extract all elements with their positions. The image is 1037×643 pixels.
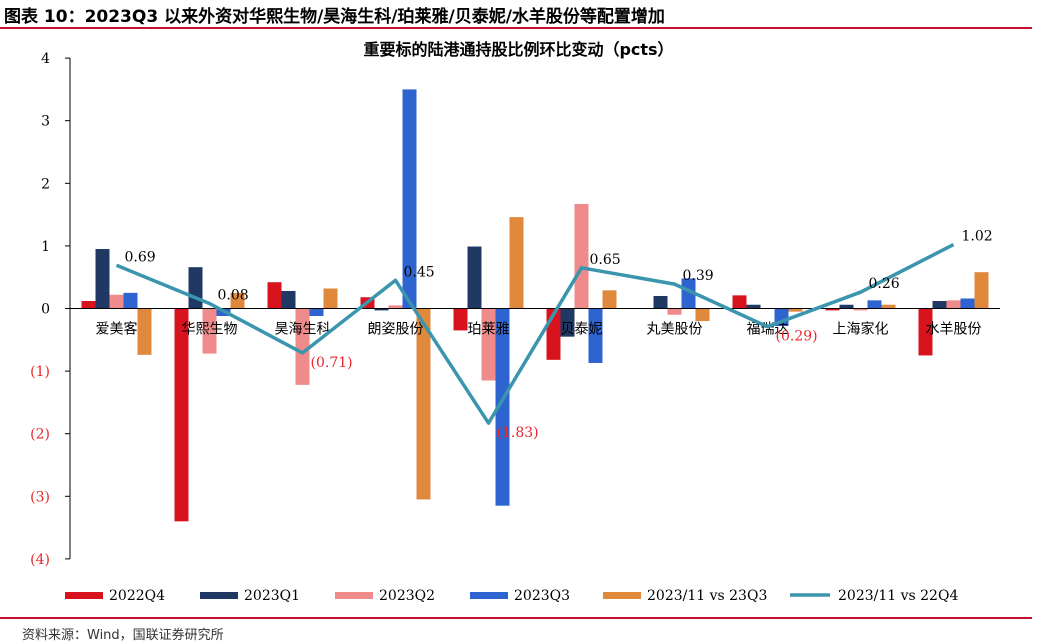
bar-2022Q4 [82, 301, 96, 309]
data-label: 0.65 [590, 252, 621, 268]
category-label: 上海家化 [833, 321, 889, 338]
y-tick-label: 1 [41, 239, 50, 255]
legend-label: 2023Q2 [379, 588, 435, 604]
bar-2023Q2 [110, 295, 124, 309]
bar-2023Q1 [654, 296, 668, 309]
category-label: 贝泰妮 [561, 322, 603, 338]
data-label: 0.69 [125, 249, 156, 265]
bottom-rule [0, 617, 1032, 619]
bar-2022Q4 [268, 282, 282, 308]
bar-2023Q1 [189, 267, 203, 308]
data-label: 0.45 [404, 264, 435, 280]
line-2023/11 vs 22Q4 [117, 245, 954, 424]
legend-label: 2023/11 vs 23Q3 [647, 588, 767, 604]
data-label: 0.26 [869, 276, 900, 292]
data-label: 1.02 [962, 229, 993, 245]
y-tick-label: (2) [30, 427, 50, 443]
y-tick-label: 3 [41, 114, 50, 130]
bar-2023/11 vs 23Q3 [696, 309, 710, 322]
y-tick-label: (4) [30, 552, 50, 568]
legend-swatch [65, 592, 103, 599]
bar-2022Q4 [733, 295, 747, 308]
bar-2023/11 vs 23Q3 [882, 305, 896, 309]
bar-2023/11 vs 23Q3 [603, 290, 617, 308]
legend-swatch [470, 592, 508, 599]
bar-2023Q1 [747, 305, 761, 309]
y-tick-label: (3) [30, 489, 50, 505]
legend-swatch [200, 592, 238, 599]
bar-2023/11 vs 23Q3 [138, 309, 152, 355]
y-tick-label: 4 [41, 51, 50, 67]
bar-2023Q3 [124, 293, 138, 309]
category-label: 朗姿股份 [368, 322, 424, 338]
legend-label: 2023/11 vs 22Q4 [838, 588, 958, 604]
bar-2023/11 vs 23Q3 [975, 272, 989, 308]
bar-2023Q3 [868, 300, 882, 308]
category-label: 昊海生科 [275, 322, 331, 338]
data-label: (0.71) [311, 355, 353, 371]
bar-line-chart: (4) (3) (2) (1) 0 1 2 3 4 爱美客 华熙生物 昊海生科 朗姿股份 珀莱雅 贝泰妮 丸美… [0, 0, 1037, 615]
bar-2023Q2 [668, 309, 682, 315]
bar-2022Q4 [175, 309, 189, 522]
legend-label: 2023Q3 [514, 588, 570, 604]
category-label: 爱美客 [96, 321, 138, 338]
bar-2023Q1 [468, 247, 482, 309]
legend-swatch [335, 592, 373, 599]
category-label: 丸美股份 [647, 322, 703, 338]
data-label: (0.29) [776, 329, 818, 345]
bar-2023/11 vs 23Q3 [510, 217, 524, 308]
legend-label: 2022Q4 [109, 588, 165, 604]
bar-2023Q2 [296, 309, 310, 385]
bar-2023Q2 [575, 204, 589, 309]
bar-2023Q2 [482, 309, 496, 381]
y-tick-label: 0 [41, 302, 50, 318]
data-label: (1.83) [497, 425, 539, 441]
data-label: 0.08 [218, 287, 249, 303]
bar-2023Q1 [96, 249, 110, 308]
bar-2023Q1 [840, 305, 854, 309]
bar-2023Q1 [282, 291, 296, 309]
y-tick-label: 2 [41, 176, 50, 192]
data-label: 0.39 [683, 268, 714, 284]
y-tick-label: (1) [30, 364, 50, 380]
bar-2023Q1 [933, 301, 947, 309]
source-note: 资料来源：Wind，国联证券研究所 [22, 624, 224, 643]
bar-2023/11 vs 23Q3 [324, 288, 338, 308]
legend-swatch [603, 592, 641, 599]
bar-2023Q3 [310, 309, 324, 317]
legend-label: 2023Q1 [244, 588, 300, 604]
category-label: 华熙生物 [182, 322, 238, 338]
bar-2023Q2 [947, 300, 961, 308]
bar-2022Q4 [454, 309, 468, 331]
category-label: 水羊股份 [926, 322, 982, 338]
bar-2023Q3 [961, 298, 975, 308]
category-label: 珀莱雅 [468, 322, 510, 338]
